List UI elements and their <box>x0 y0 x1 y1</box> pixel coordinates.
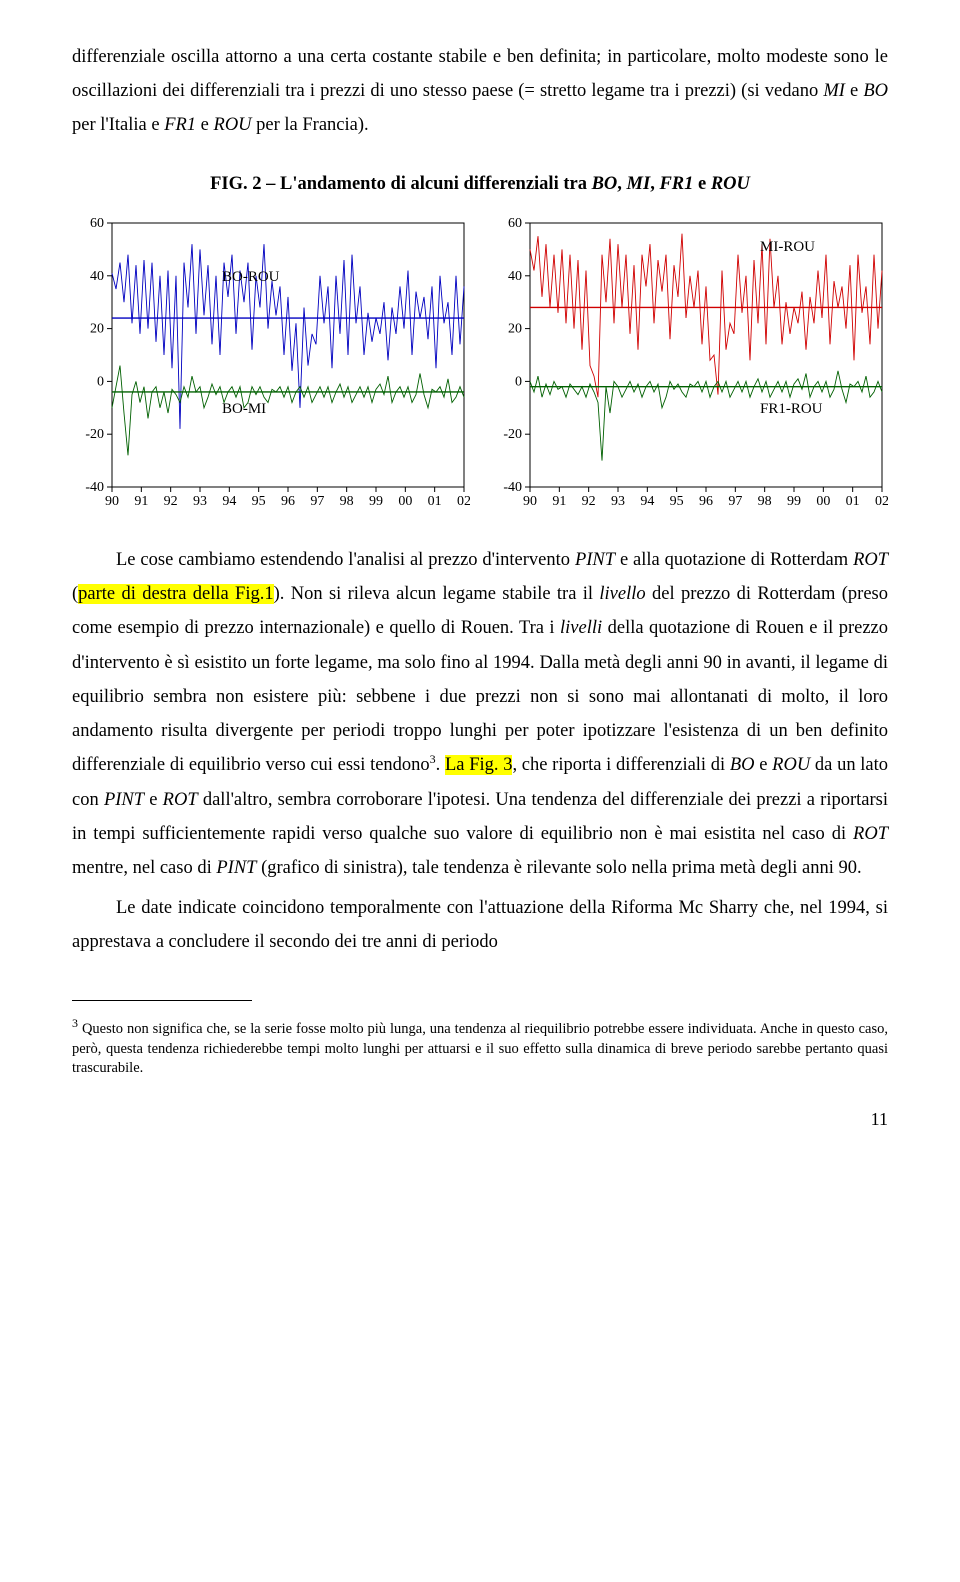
svg-text:02: 02 <box>875 494 888 509</box>
text-italic: BO <box>863 81 888 101</box>
svg-text:60: 60 <box>508 216 522 231</box>
svg-text:60: 60 <box>90 216 104 231</box>
text: e alla quotazione di Rotterdam <box>615 550 853 570</box>
text-highlight: La Fig. 3 <box>445 755 512 775</box>
svg-text:97: 97 <box>310 494 324 509</box>
text-italic: ROU <box>214 115 252 135</box>
svg-text:99: 99 <box>787 494 801 509</box>
svg-text:20: 20 <box>90 321 104 336</box>
svg-text:0: 0 <box>97 374 104 389</box>
text-highlight: parte di destra della Fig.1 <box>78 584 273 604</box>
footnote-text: Questo non significa che, se la serie fo… <box>72 1021 888 1076</box>
svg-text:FR1-ROU: FR1-ROU <box>760 401 823 417</box>
svg-text:-20: -20 <box>503 427 522 442</box>
svg-text:96: 96 <box>281 494 295 509</box>
svg-text:92: 92 <box>582 494 596 509</box>
svg-text:00: 00 <box>398 494 412 509</box>
svg-text:-20: -20 <box>85 427 104 442</box>
svg-text:95: 95 <box>252 494 266 509</box>
text: (grafico di sinistra), tale tendenza è r… <box>256 858 861 878</box>
page-number: 11 <box>72 1103 888 1136</box>
text: e <box>755 755 773 775</box>
text-italic: MI <box>627 174 651 194</box>
text-italic: PINT <box>104 790 144 810</box>
chart-right: -40 -20 0 20 40 60 90 91 92 93 94 95 96 97 98 99 00 01 02 M… <box>490 213 888 513</box>
text: . <box>436 755 445 775</box>
text: per la Francia). <box>252 115 369 135</box>
text: mentre, nel caso di <box>72 858 216 878</box>
paragraph-middle: Le cose cambiamo estendendo l'analisi al… <box>72 543 888 885</box>
text: e <box>144 790 163 810</box>
svg-text:0: 0 <box>515 374 522 389</box>
svg-text:93: 93 <box>193 494 207 509</box>
text-italic: ROT <box>853 550 888 570</box>
text-italic: FR1 <box>164 115 196 135</box>
paragraph-bottom: Le date indicate coincidono temporalment… <box>72 891 888 959</box>
svg-text:91: 91 <box>552 494 566 509</box>
chart-left: -40 -20 0 20 40 60 90 91 92 93 94 95 96 97 98 99 00 01 02 B… <box>72 213 470 513</box>
text-italic: BO <box>592 174 618 194</box>
text: differenziale oscilla attorno a una cert… <box>72 47 888 101</box>
svg-text:94: 94 <box>640 494 654 509</box>
text: e <box>845 81 863 101</box>
svg-text:01: 01 <box>846 494 860 509</box>
text-italic: ROU <box>772 755 810 775</box>
text-italic: BO <box>730 755 755 775</box>
text-italic: ROU <box>711 174 750 194</box>
svg-text:40: 40 <box>508 269 522 284</box>
svg-text:91: 91 <box>134 494 148 509</box>
text-italic: MI <box>823 81 845 101</box>
text-italic: PINT <box>575 550 615 570</box>
footnote: 3 Questo non significa che, se la serie … <box>72 1015 888 1079</box>
text: e <box>196 115 213 135</box>
svg-text:99: 99 <box>369 494 383 509</box>
svg-text:95: 95 <box>670 494 684 509</box>
text: ). Non si rileva alcun legame stabile tr… <box>274 584 600 604</box>
text-italic: ROT <box>853 824 888 844</box>
svg-text:02: 02 <box>457 494 470 509</box>
svg-text:BO-ROU: BO-ROU <box>222 269 280 285</box>
text: della quotazione di Rouen e il prezzo d'… <box>72 618 888 775</box>
svg-text:98: 98 <box>758 494 772 509</box>
text: , che riporta i differenziali di <box>512 755 729 775</box>
svg-text:20: 20 <box>508 321 522 336</box>
text-italic: livelli <box>560 618 602 638</box>
text: , <box>617 174 626 194</box>
svg-text:96: 96 <box>699 494 713 509</box>
text: per l'Italia e <box>72 115 164 135</box>
svg-text:01: 01 <box>428 494 442 509</box>
text-italic: ROT <box>163 790 198 810</box>
svg-text:MI-ROU: MI-ROU <box>760 239 815 255</box>
svg-text:40: 40 <box>90 269 104 284</box>
svg-text:-40: -40 <box>85 480 104 495</box>
text: FIG. 2 – L'andamento di alcuni differenz… <box>210 174 591 194</box>
figure-title: FIG. 2 – L'andamento di alcuni differenz… <box>72 167 888 201</box>
svg-text:98: 98 <box>340 494 354 509</box>
paragraph-top: differenziale oscilla attorno a una cert… <box>72 40 888 143</box>
svg-text:90: 90 <box>523 494 537 509</box>
svg-text:97: 97 <box>728 494 742 509</box>
svg-text:-40: -40 <box>503 480 522 495</box>
footnote-rule <box>72 1000 252 1001</box>
text-italic: PINT <box>216 858 256 878</box>
charts-row: -40-20020406090919293949596979899000102B… <box>72 213 888 513</box>
text: e <box>693 174 710 194</box>
svg-text:93: 93 <box>611 494 625 509</box>
svg-text:00: 00 <box>816 494 830 509</box>
svg-text:BO-MI: BO-MI <box>222 401 266 417</box>
text-italic: livello <box>599 584 645 604</box>
svg-text:92: 92 <box>164 494 178 509</box>
svg-text:94: 94 <box>222 494 236 509</box>
svg-text:90: 90 <box>105 494 119 509</box>
text-italic: FR1 <box>659 174 693 194</box>
text: Le cose cambiamo estendendo l'analisi al… <box>116 550 575 570</box>
